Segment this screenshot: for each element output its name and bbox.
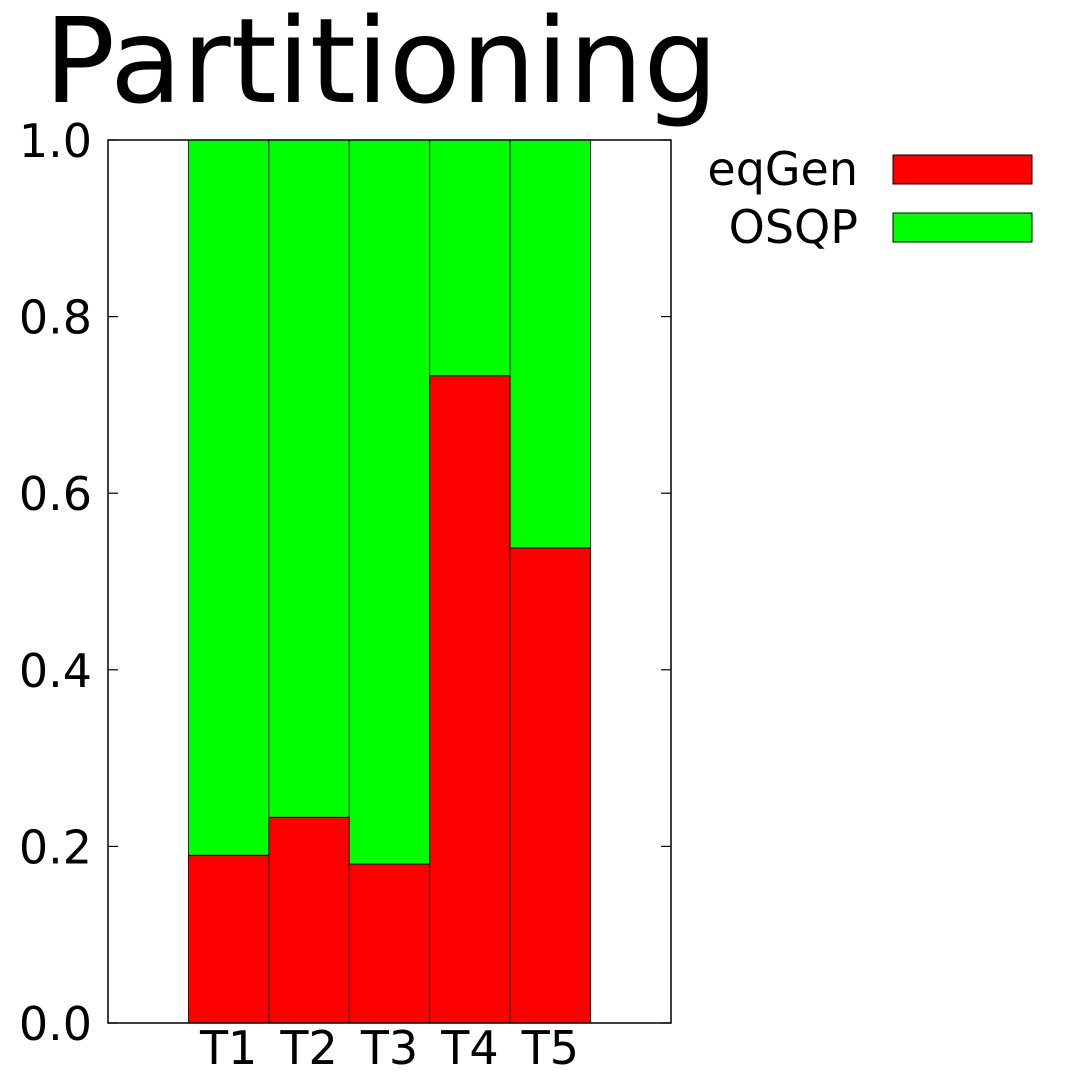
bar-osqp-t2 <box>268 139 350 818</box>
y-axis: 0.0 0.2 0.4 0.6 0.8 1.0 <box>19 114 671 1051</box>
y-tick-label: 0.0 <box>19 997 92 1051</box>
plot-frame <box>107 139 672 1024</box>
y-tick-label: 0.2 <box>19 820 92 874</box>
x-tick-label-t5: T5 <box>521 1021 579 1075</box>
bar-eqgen-t2 <box>268 816 350 1024</box>
bar-osqp-t4 <box>429 139 511 377</box>
bar-eqgen-t1 <box>188 854 270 1024</box>
bar-osqp-t3 <box>348 139 431 865</box>
bar-osqp-t5 <box>509 139 591 549</box>
x-tick-label-t3: T3 <box>360 1021 418 1075</box>
x-tick-label-t4: T4 <box>440 1021 498 1075</box>
bar-eqgen-t5 <box>509 547 591 1024</box>
x-tick-label-t1: T1 <box>199 1021 257 1075</box>
bar-eqgen-t4 <box>429 375 511 1024</box>
y-tick-label: 0.6 <box>19 467 92 521</box>
y-tick-label: 1.0 <box>19 114 92 168</box>
bar-eqgen-t3 <box>348 863 431 1024</box>
bar-osqp-t1 <box>188 139 270 856</box>
y-tick-label: 0.8 <box>19 291 92 345</box>
x-tick-label-t2: T2 <box>279 1021 337 1075</box>
legend-swatch-eqgen <box>892 154 1033 185</box>
bars-group <box>188 139 591 1024</box>
x-axis: T1 T2 T3 T4 T5 <box>199 1021 579 1075</box>
chart-title: Partitioning <box>44 0 718 130</box>
legend-label-eqgen: eqGen <box>707 142 858 196</box>
legend-label-osqp: OSQP <box>729 200 858 254</box>
legend-swatch-osqp <box>892 212 1033 243</box>
y-tick-label: 0.4 <box>19 644 92 698</box>
